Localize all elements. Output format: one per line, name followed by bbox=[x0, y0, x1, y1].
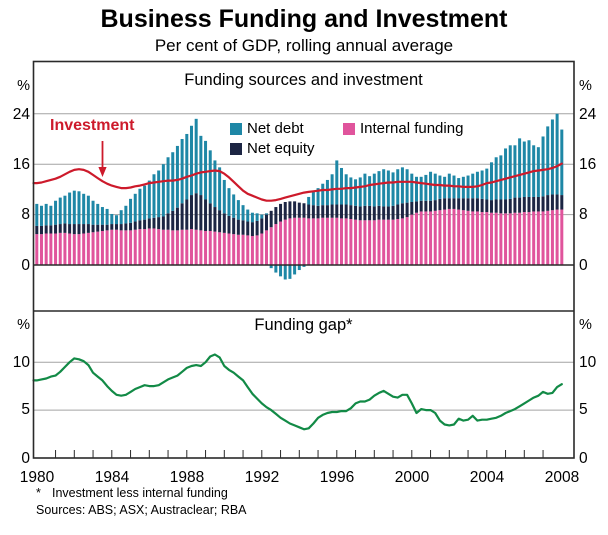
ytick-bottom-right-5: 5 bbox=[579, 401, 588, 418]
net-equity-swatch-icon bbox=[230, 143, 242, 155]
ytick-top-right-24: 24 bbox=[579, 106, 597, 123]
x-label-1988: 1988 bbox=[169, 469, 205, 486]
bars-net-debt bbox=[35, 113, 564, 280]
ytick-bottom-right-0: 0 bbox=[579, 450, 588, 467]
footnote-marker: * bbox=[36, 486, 41, 500]
x-axis-ticks bbox=[55, 450, 544, 458]
bars-net-equity bbox=[35, 193, 564, 237]
footnote-text: Investment less internal funding bbox=[52, 486, 228, 500]
x-label-2004: 2004 bbox=[469, 469, 505, 486]
ytick-top-left-24: 24 bbox=[12, 106, 30, 123]
gridlines bbox=[33, 113, 574, 411]
ytick-bottom-left-5: 5 bbox=[21, 401, 30, 418]
investment-annotation-arrow bbox=[98, 141, 107, 177]
bars-internal-funding bbox=[35, 208, 564, 265]
ytick-bottom-right-10: 10 bbox=[579, 354, 597, 371]
bottom-panel-title: Funding gap* bbox=[254, 316, 353, 334]
x-label-1996: 1996 bbox=[319, 469, 355, 486]
y-unit-bottom-left: % bbox=[17, 317, 30, 333]
ytick-top-left-0: 0 bbox=[21, 257, 30, 274]
ytick-bottom-left-0: 0 bbox=[21, 450, 30, 467]
ytick-top-right-8: 8 bbox=[579, 206, 588, 223]
funding-gap-line bbox=[32, 353, 563, 431]
net-debt-swatch-icon bbox=[230, 123, 242, 135]
x-label-1984: 1984 bbox=[94, 469, 130, 486]
page-subtitle: Per cent of GDP, rolling annual average bbox=[154, 36, 454, 55]
x-label-1980: 1980 bbox=[19, 469, 55, 486]
plot-frame bbox=[32, 60, 575, 459]
y-unit-top-right: % bbox=[579, 78, 592, 94]
ytick-top-left-8: 8 bbox=[21, 206, 30, 223]
x-label-2000: 2000 bbox=[394, 469, 430, 486]
legend-net-debt: Net debt bbox=[247, 120, 304, 137]
sources-line: Sources: ABS; ASX; Austraclear; RBA bbox=[36, 503, 247, 517]
y-unit-top-left: % bbox=[17, 78, 30, 94]
page-title: Business Funding and Investment bbox=[100, 5, 508, 33]
investment-line-annotation: Investment bbox=[50, 117, 135, 134]
ytick-top-right-0: 0 bbox=[579, 257, 588, 274]
legend-net-equity: Net equity bbox=[247, 140, 315, 157]
ytick-top-right-16: 16 bbox=[579, 156, 597, 173]
internal-funding-swatch-icon bbox=[343, 123, 355, 135]
ytick-top-left-16: 16 bbox=[12, 156, 30, 173]
x-label-2008: 2008 bbox=[544, 469, 580, 486]
x-label-1992: 1992 bbox=[244, 469, 280, 486]
investment-line bbox=[32, 162, 563, 202]
y-unit-bottom-right: % bbox=[579, 317, 592, 333]
legend-internal-funding: Internal funding bbox=[360, 120, 464, 137]
top-panel-title: Funding sources and investment bbox=[184, 71, 423, 89]
ytick-bottom-left-10: 10 bbox=[12, 354, 30, 371]
